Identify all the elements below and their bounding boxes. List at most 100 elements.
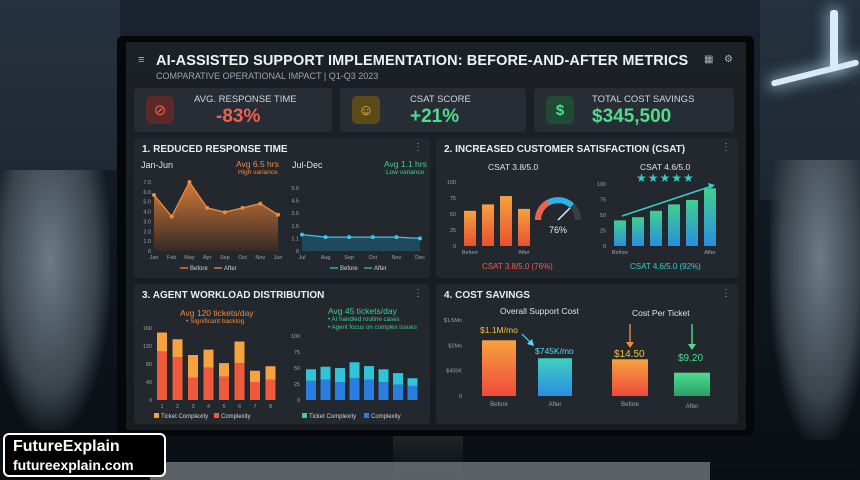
workload-before-bar-top xyxy=(265,366,276,380)
data-point xyxy=(205,205,210,210)
workload-after-bar-top xyxy=(407,378,418,386)
y-tick-label: 1.1 xyxy=(291,236,299,242)
x-tick-label: 3 xyxy=(191,404,194,410)
dashboard-screen: ≡ AI-ASSISTED SUPPORT IMPLEMENTATION: BE… xyxy=(126,42,746,430)
x-tick-label: Before xyxy=(612,250,628,256)
panel-csat: 2. INCREASED CUSTOMER SATISFACTION (CSAT… xyxy=(436,138,738,278)
y-tick-label: 75 xyxy=(450,196,456,202)
panel-title: 3. AGENT WORKLOAD DISTRIBUTION xyxy=(142,290,325,301)
workload-after-bar xyxy=(393,384,403,400)
workload-before-bar xyxy=(203,367,214,400)
x-tick-label: Sep xyxy=(344,255,354,261)
after-csat-head: CSAT 4.6/5.0 xyxy=(640,162,691,172)
trend-arrow xyxy=(621,185,713,217)
legend-label: Ticket Complexity xyxy=(309,414,356,420)
y-tick-label: 0 xyxy=(148,249,151,255)
y-tick-label: $455K xyxy=(446,369,462,375)
data-point xyxy=(222,210,227,215)
workload-before-bar xyxy=(157,351,167,400)
workload-before-bar-top xyxy=(203,349,214,368)
panel-response-time: 1. REDUCED RESPONSE TIME ⋮ Jan-Jun Avg 6… xyxy=(134,138,430,278)
y-tick-label: 5.0 xyxy=(143,200,151,206)
x-tick-label: 1 xyxy=(160,404,163,410)
workload-after-bar xyxy=(378,382,389,400)
y-tick-label: $1.5Mn xyxy=(444,318,462,324)
panel-title: 1. REDUCED RESPONSE TIME xyxy=(142,144,288,155)
x-tick-label: Apr xyxy=(203,255,212,261)
calendar-icon[interactable]: ▦ xyxy=(704,54,714,65)
more-options-icon[interactable]: ⋮ xyxy=(413,142,423,153)
before-csat-head: CSAT 3.8/5.0 xyxy=(488,162,539,172)
gear-icon[interactable]: ⚙ xyxy=(724,54,733,65)
y-tick-label: 2.0 xyxy=(143,229,151,235)
rating-stars: ★★★★★ xyxy=(636,171,695,185)
watermark-url: futureexplain.com xyxy=(13,457,134,473)
data-point xyxy=(258,201,263,206)
legend-swatch xyxy=(302,413,307,418)
decrease-arrow-head xyxy=(527,339,534,346)
y-tick-label: 75 xyxy=(294,350,300,356)
legend-label: Ticket Complexity xyxy=(161,414,208,420)
kpi-value: +21% xyxy=(410,106,460,127)
hamburger-menu-icon[interactable]: ≡ xyxy=(138,54,145,66)
kpi-value: -83% xyxy=(216,106,261,127)
kpi-card-csat[interactable]: ☺ CSAT SCORE +21% xyxy=(340,88,526,132)
csat-before-bar xyxy=(464,210,476,246)
before-cost-label: $1.1M/mo xyxy=(480,325,518,335)
workload-after-bar-top xyxy=(349,362,360,379)
gauge-value: 76% xyxy=(549,225,568,235)
x-tick-label: 2 xyxy=(176,404,179,410)
y-tick-label: 50 xyxy=(600,213,606,219)
clock-alert-icon: ⊘ xyxy=(146,96,174,124)
x-tick-label: 8 xyxy=(269,404,272,410)
workload-after-bar xyxy=(320,379,331,400)
more-options-icon[interactable]: ⋮ xyxy=(721,142,731,153)
cost-bar xyxy=(538,358,572,396)
y-tick-label: $1Mn xyxy=(448,343,462,349)
workload-after-bar xyxy=(407,385,418,400)
csat-after-bar xyxy=(632,217,644,246)
more-options-icon[interactable]: ⋮ xyxy=(413,288,423,299)
before-workload-note: • Significant backlog xyxy=(186,318,245,325)
workload-after-bar-top xyxy=(335,368,345,383)
ceiling-light xyxy=(830,10,838,70)
more-options-icon[interactable]: ⋮ xyxy=(721,288,731,299)
kpi-card-response-time[interactable]: ⊘ AVG. RESPONSE TIME -83% xyxy=(134,88,332,132)
csat-after-bar xyxy=(614,220,626,246)
after-area xyxy=(302,234,420,251)
decrease-arrow-head xyxy=(626,342,634,348)
decrease-arrow-head xyxy=(688,344,696,350)
legend-label: Before xyxy=(190,266,208,272)
desk xyxy=(150,462,710,480)
cost-bar xyxy=(482,340,516,396)
cost-per-ticket-head: Cost Per Ticket xyxy=(632,308,690,318)
after-workload-note: • Agent focus on complex issues xyxy=(328,324,417,331)
kpi-value: $345,500 xyxy=(592,106,672,127)
x-tick-label: Nov xyxy=(392,255,402,261)
ticket-cost-bar xyxy=(612,359,648,396)
workload-after-bar-top xyxy=(306,369,316,381)
money-hand-icon: $ xyxy=(546,96,574,124)
workload-after-bar-top xyxy=(320,366,331,380)
csat-after-bar xyxy=(650,210,662,246)
data-point xyxy=(370,235,375,240)
before-note: High variance xyxy=(238,169,278,176)
y-tick-label: 160 xyxy=(143,326,152,332)
y-tick-label: 4.5 xyxy=(291,199,299,205)
workload-before-bar-top xyxy=(219,363,229,377)
y-tick-label: 3.0 xyxy=(291,211,299,217)
y-tick-label: 0 xyxy=(453,244,456,250)
gauge-fill-low xyxy=(534,200,550,221)
csat-after-bar xyxy=(668,204,680,246)
x-tick-label: Before xyxy=(490,402,508,408)
x-tick-label: After xyxy=(704,250,716,256)
after-avg: Avg 1.1 hrs xyxy=(384,159,427,169)
x-tick-label: After xyxy=(686,404,699,410)
cost-charts: $1.5Mn $1Mn $455K 0 Before After Before After xyxy=(444,318,710,410)
workload-before-bar xyxy=(265,379,276,400)
workload-after-bar xyxy=(306,380,316,400)
kpi-card-cost-savings[interactable]: $ TOTAL COST SAVINGS $345,500 xyxy=(534,88,734,132)
y-tick-label: 80 xyxy=(146,362,152,368)
legend-label: Complexity xyxy=(221,414,251,420)
csat-before-bar xyxy=(518,208,530,246)
